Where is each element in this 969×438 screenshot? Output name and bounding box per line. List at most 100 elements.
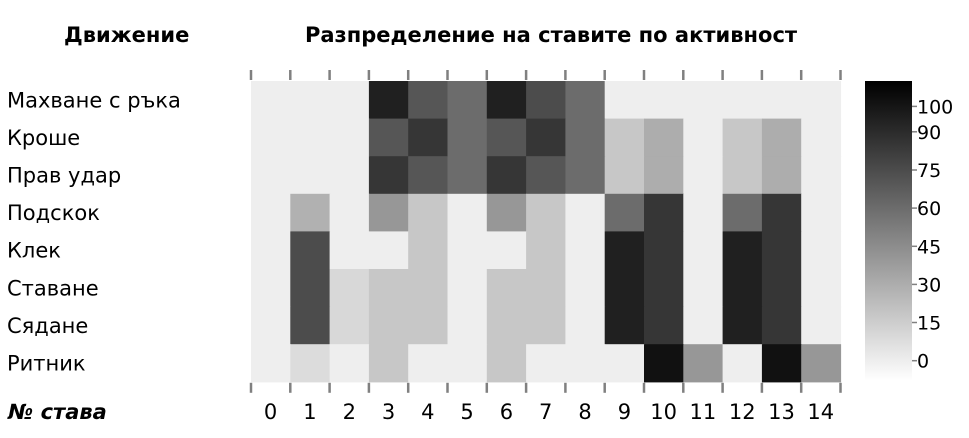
heatmap-cell (722, 269, 763, 308)
heatmap-cell (329, 118, 370, 157)
column-tick-label: 2 (343, 400, 356, 424)
heatmap-cell (526, 81, 566, 120)
heatmap-cell (526, 193, 566, 232)
heatmap-cell (251, 344, 291, 383)
heatmap-cell (565, 118, 606, 157)
heatmap-cell (526, 306, 566, 345)
heatmap-cell (329, 344, 370, 383)
column-tick-label: 8 (578, 400, 591, 424)
heatmap-cell (408, 81, 449, 120)
heatmap-cell (565, 269, 606, 308)
heatmap-cell (526, 231, 566, 270)
heatmap-cell (447, 118, 488, 157)
heatmap-cell (801, 344, 842, 383)
heatmap-cell (526, 118, 566, 157)
column-tick-label: 11 (690, 400, 717, 424)
heatmap-cell (722, 344, 763, 383)
row-label: Ритник (7, 352, 86, 376)
heatmap-cell (683, 118, 724, 157)
heatmap-cell (290, 118, 331, 157)
heatmap-cell (408, 193, 449, 232)
heatmap-cell (644, 306, 684, 345)
heatmap-cell (565, 193, 606, 232)
heatmap-cell (408, 231, 449, 270)
heatmap-cell (486, 269, 527, 308)
heatmap-cell (526, 156, 566, 195)
chart-title: Разпределение на ставите по активност (305, 23, 798, 47)
heatmap-cell (801, 118, 842, 157)
heatmap-cell (447, 306, 488, 345)
heatmap-cell (604, 193, 645, 232)
row-label: Кроше (7, 126, 80, 150)
heatmap-cell (761, 193, 802, 232)
heatmap-cell (447, 156, 488, 195)
heatmap-cell (526, 269, 566, 308)
heatmap-cell (368, 81, 409, 120)
heatmap-cell (368, 118, 409, 157)
heatmap-cell (329, 156, 370, 195)
heatmap-cell (565, 344, 606, 383)
column-tick-label: 3 (382, 400, 395, 424)
heatmap-cell (565, 81, 606, 120)
column-tick-label: 13 (768, 400, 795, 424)
heatmap-cell (644, 193, 684, 232)
colorbar-tick-label: 75 (917, 160, 941, 182)
colorbar-tick-label: 100 (917, 96, 953, 118)
heatmap-cell (486, 156, 527, 195)
column-tick-label: 6 (500, 400, 513, 424)
heatmap-cell (368, 306, 409, 345)
heatmap-cell (329, 193, 370, 232)
row-label: Махване с ръка (7, 88, 181, 112)
heatmap-cell (251, 306, 291, 345)
heatmap-cell (565, 306, 606, 345)
colorbar-tick-label: 45 (917, 236, 941, 258)
heatmap-cell (683, 231, 724, 270)
heatmap-cell (604, 118, 645, 157)
column-tick-label: 10 (650, 400, 677, 424)
heatmap-cell (683, 156, 724, 195)
colorbar-tick-label: 60 (917, 198, 941, 220)
heatmap-cell (368, 156, 409, 195)
heatmap-cell (447, 269, 488, 308)
heatmap-cell (683, 306, 724, 345)
heatmap-cell (761, 81, 802, 120)
row-label: Прав удар (7, 164, 121, 188)
heatmap-cell (801, 156, 842, 195)
heatmap-cell (683, 193, 724, 232)
column-tick-label: 5 (460, 400, 473, 424)
heatmap-cell (683, 81, 724, 120)
heatmap-cell (447, 231, 488, 270)
heatmap-cell (565, 231, 606, 270)
heatmap-cell (251, 81, 291, 120)
colorbar-tick-label: 30 (917, 274, 941, 296)
column-tick-label: 12 (729, 400, 756, 424)
heatmap-cell (801, 81, 842, 120)
heatmap-cell (722, 306, 763, 345)
heatmap-cell (644, 231, 684, 270)
heatmap-cell (408, 306, 449, 345)
heatmap-cell (329, 306, 370, 345)
x-axis-label: № става (7, 400, 107, 424)
heatmap-cell (486, 306, 527, 345)
heatmap-cell (644, 269, 684, 308)
heatmap-cell (447, 193, 488, 232)
heatmap-cell (644, 344, 684, 383)
heatmap-cell (290, 81, 331, 120)
axis-ticks (249, 70, 842, 393)
heatmap-cell (604, 344, 645, 383)
row-label: Сядане (7, 314, 88, 338)
heatmap-cell (290, 193, 331, 232)
heatmap-cell (761, 306, 802, 345)
heatmap-cell (644, 118, 684, 157)
heatmap-cell (251, 231, 291, 270)
heatmap-cell (761, 156, 802, 195)
heatmap-cell (447, 344, 488, 383)
heatmap-cell (565, 156, 606, 195)
heatmap-cell (604, 269, 645, 308)
heatmap-cell (368, 344, 409, 383)
heatmap-cell (722, 193, 763, 232)
heatmap-cell (447, 81, 488, 120)
heatmap-cell (801, 269, 842, 308)
heatmap-cell (408, 344, 449, 383)
